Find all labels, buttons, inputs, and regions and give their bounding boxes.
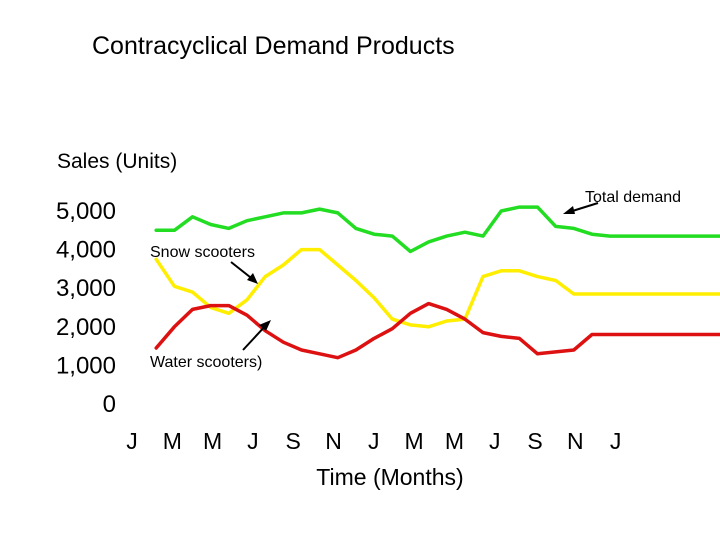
x-tick-label: J xyxy=(126,428,138,454)
x-axis-label: Time (Months) xyxy=(316,464,463,490)
x-tick-label: M xyxy=(445,428,464,454)
y-tick-label: 5,000 xyxy=(56,198,116,225)
x-tick-label: M xyxy=(405,428,424,454)
x-tick-label: J xyxy=(247,428,259,454)
annotation-snow-scooters-label: Snow scooters xyxy=(150,244,255,261)
annotation-snow-scooters-arrowhead xyxy=(247,273,258,284)
y-tick-label: 1,000 xyxy=(56,352,116,379)
annotation-water-scooters-label: Water scooters) xyxy=(150,354,262,371)
annotation-total-demand: Total demand xyxy=(563,189,681,214)
series-line-water xyxy=(154,301,720,360)
y-tick-label: 3,000 xyxy=(56,275,116,302)
annotation-water-scooters-arrowhead xyxy=(259,320,271,331)
y-tick-label: 2,000 xyxy=(56,314,116,341)
x-tick-label: J xyxy=(368,428,380,454)
x-tick-label: J xyxy=(610,428,622,454)
x-tick-label: S xyxy=(527,428,542,454)
annotation-total-demand-arrowhead xyxy=(563,206,575,214)
series-line-total xyxy=(154,205,720,254)
x-tick-label: N xyxy=(325,428,342,454)
x-tick-label: N xyxy=(567,428,584,454)
series-layer xyxy=(154,205,720,360)
y-tick-label: 4,000 xyxy=(56,237,116,264)
chart-title: Contracyclical Demand Products xyxy=(92,32,455,60)
series-line-snow xyxy=(154,247,720,329)
x-tick-label: S xyxy=(286,428,301,454)
x-tick-label: M xyxy=(203,428,222,454)
annotation-total-demand-label: Total demand xyxy=(585,189,681,206)
x-tick-label: J xyxy=(489,428,501,454)
y-tick-label: 0 xyxy=(103,391,116,418)
y-axis-ticks: 5,000 4,000 3,000 2,000 1,000 0 xyxy=(56,198,116,418)
x-tick-label: M xyxy=(163,428,182,454)
annotation-snow-scooters: Snow scooters xyxy=(150,244,258,284)
annotation-water-scooters: Water scooters) xyxy=(150,320,271,371)
y-axis-label: Sales (Units) xyxy=(57,150,177,173)
